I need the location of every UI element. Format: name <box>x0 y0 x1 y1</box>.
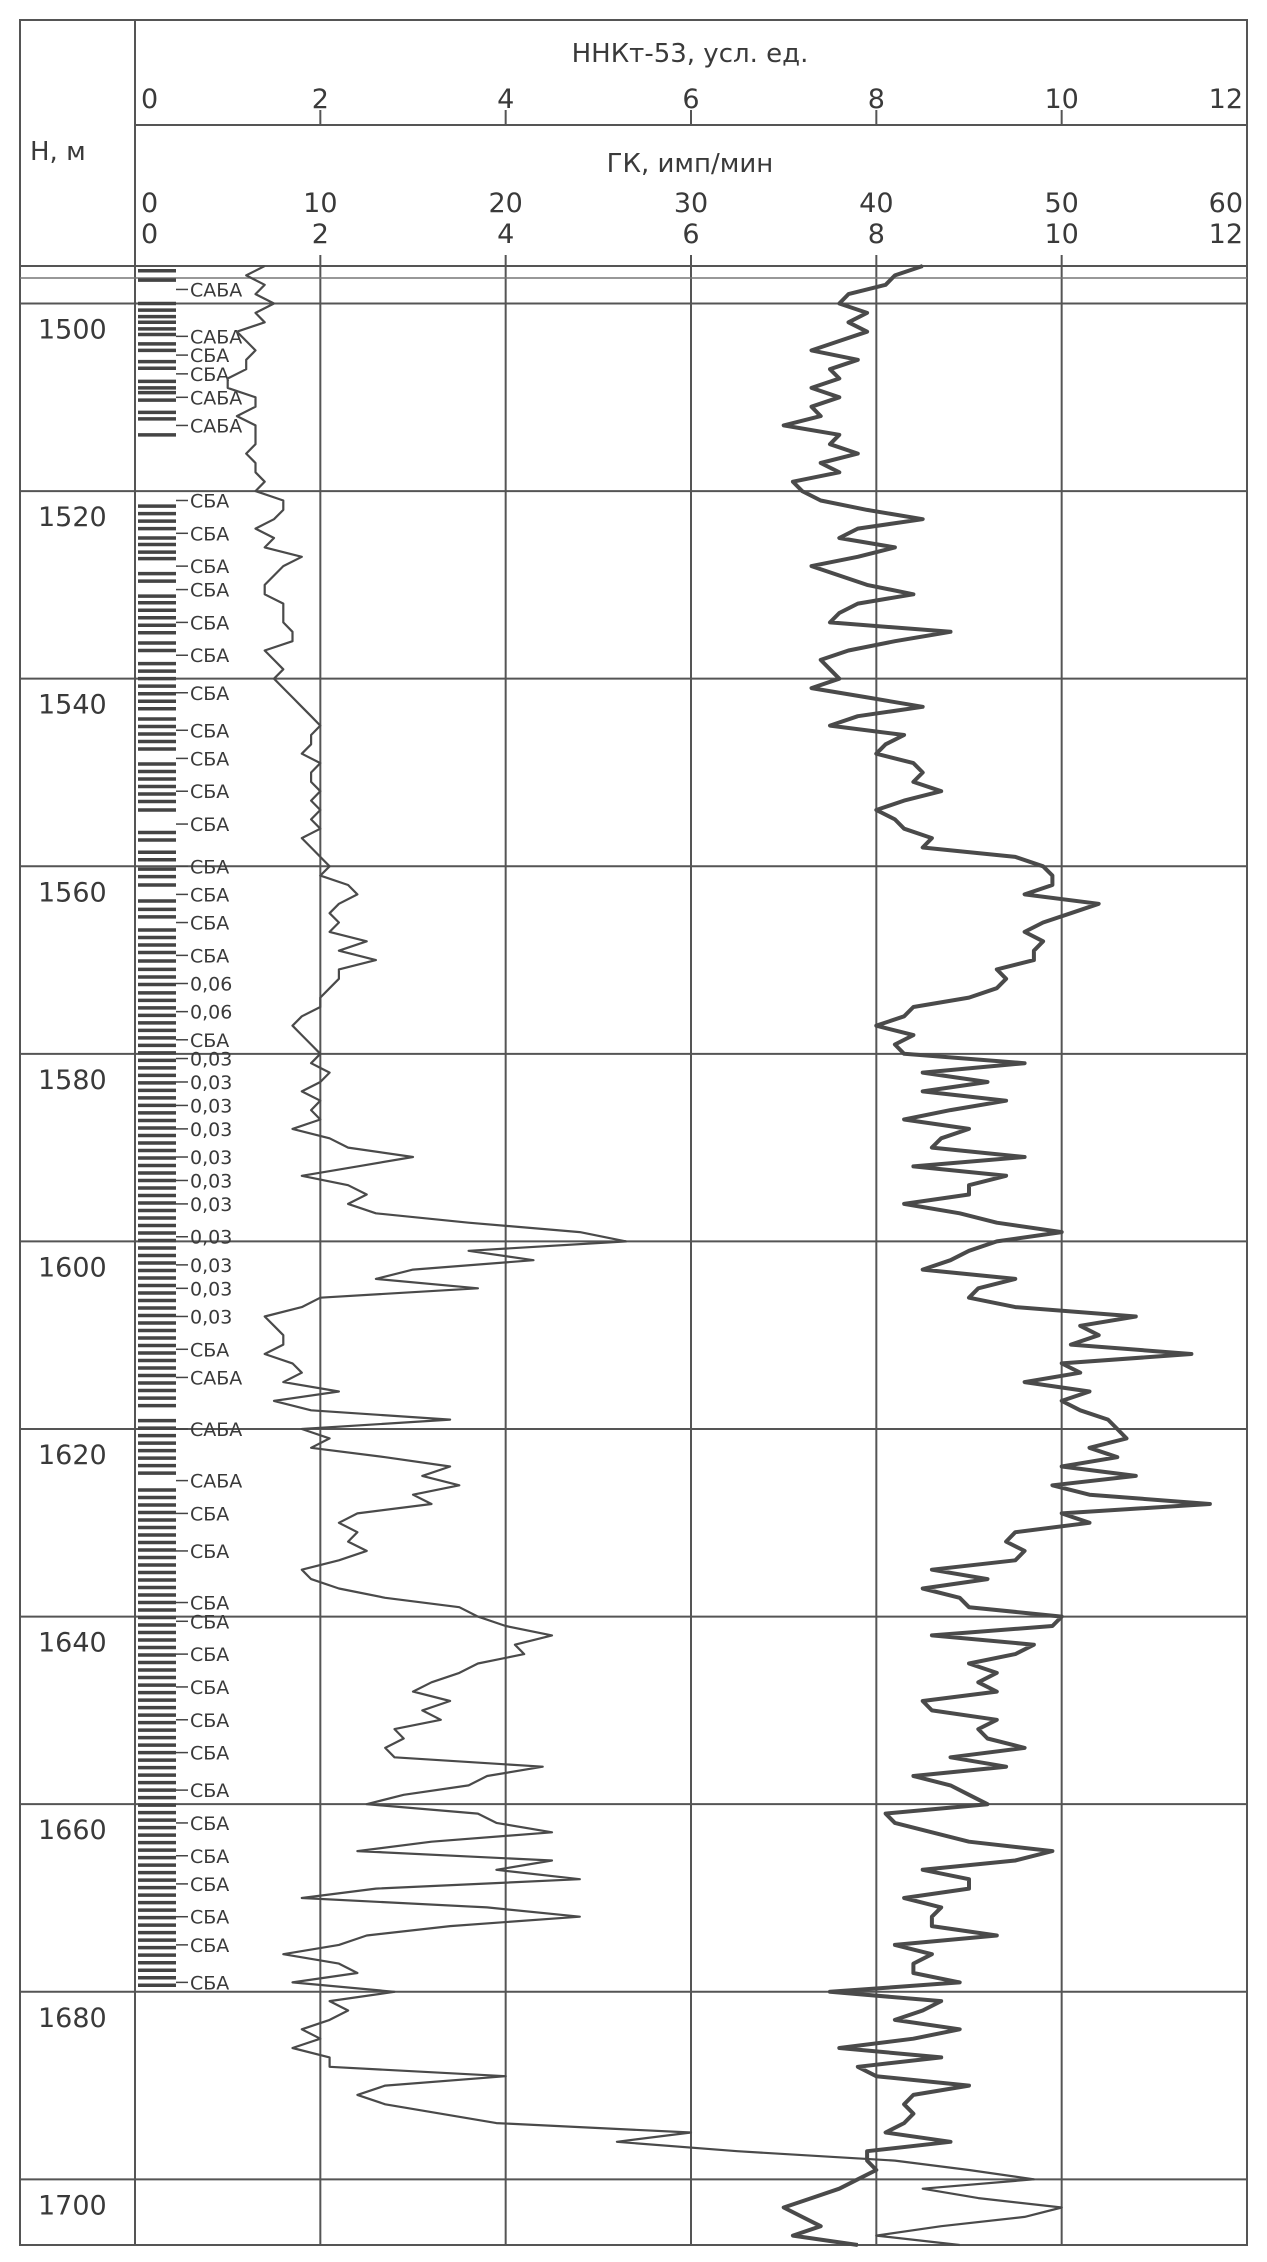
interpretation-label: 0,03 <box>190 1306 232 1328</box>
interpretation-label: СБА <box>190 556 229 578</box>
plot-grid <box>20 110 1248 2245</box>
top-axis-tick-label: 6 <box>682 84 699 115</box>
interpretation-label: СБА <box>190 814 229 836</box>
interpretation-label: САБА <box>190 387 242 409</box>
second-axis-tick-label: 20 <box>488 188 522 219</box>
interpretation-label: СБА <box>190 884 229 906</box>
interpretation-label: 0,03 <box>190 1278 232 1300</box>
interpretation-label: 0,03 <box>190 1227 232 1249</box>
interpretation-label: СБА <box>190 1339 229 1361</box>
second-axis-tick-label: 10 <box>303 188 337 219</box>
interpretation-label: СБА <box>190 364 229 386</box>
second-axis-alt-tick-label: 6 <box>682 219 699 250</box>
interpretation-label: СБА <box>190 1780 229 1802</box>
interpretation-label: 0,03 <box>190 1194 232 1216</box>
interpretation-label: СБА <box>190 1644 229 1666</box>
depth-axis-label: H, м <box>30 137 86 167</box>
interpretation-label: СБА <box>190 523 229 545</box>
interpretation-label: СБА <box>190 1710 229 1732</box>
depth-tick-label: 1620 <box>38 1440 107 1471</box>
interpretation-label: СБА <box>190 1935 229 1957</box>
log-curves <box>226 264 1212 2247</box>
interpretation-label: СБА <box>190 683 229 705</box>
second-axis-tick-label: 0 <box>141 188 158 219</box>
interpretation-label: СБА <box>190 1503 229 1525</box>
depth-tick-label: 1660 <box>38 1815 107 1846</box>
interpretation-label: СБА <box>190 913 229 935</box>
interpretation-label: 0,03 <box>190 1119 232 1141</box>
depth-tick-label: 1580 <box>38 1065 107 1096</box>
interpretation-label: САБА <box>190 279 242 301</box>
interpretation-label: САБА <box>190 1367 242 1389</box>
interpretation-label: САБА <box>190 415 242 437</box>
interpretation-label: СБА <box>190 645 229 667</box>
top-axis-tick-label: 8 <box>868 84 885 115</box>
second-axis-tick-label: 60 <box>1209 188 1243 219</box>
second-axis-alt-tick-label: 0 <box>141 219 158 250</box>
interpretation-label: СБА <box>190 490 229 512</box>
depth-tick-label: 1640 <box>38 1628 107 1659</box>
interpretation-label: СБА <box>190 1541 229 1563</box>
interpretation-label: СБА <box>190 1743 229 1765</box>
interpretation-label: СБА <box>190 720 229 742</box>
interpretation-labels: САБАСАБАСБАСБАСАБАСАБАСБАСБАСБАСБАСБАСБА… <box>176 279 242 1994</box>
depth-tick-labels: 1500 1520 1540 1560 1580 1600 1620 1640 1660 1680… <box>38 315 107 2222</box>
depth-tick-label: 1520 <box>38 502 107 533</box>
interpretation-label: 0,03 <box>190 1072 232 1094</box>
gk-curve-line <box>781 264 1212 2247</box>
interpretation-label: СБА <box>190 612 229 634</box>
depth-tick-label: 1500 <box>38 315 107 346</box>
interpretation-label: 0,06 <box>190 974 232 996</box>
depth-tick-label: 1600 <box>38 1252 107 1283</box>
interval-ticks <box>138 268 176 1987</box>
outer-frame <box>19 19 1248 2246</box>
top-axis-title: ННКт-53, усл. ед. <box>572 39 809 69</box>
interpretation-label: СБА <box>190 1030 229 1052</box>
top-axis-tick-label: 4 <box>497 84 514 115</box>
depth-tick-label: 1540 <box>38 690 107 721</box>
second-axis-title: ГК, имп/мин <box>607 149 774 179</box>
second-axis-tick-label: 40 <box>859 188 893 219</box>
interpretation-label: СБА <box>190 856 229 878</box>
top-axis-tick-label: 2 <box>312 84 329 115</box>
interpretation-label: 0,03 <box>190 1095 232 1117</box>
interpretation-label: СБА <box>190 1611 229 1633</box>
depth-tick-label: 1680 <box>38 2003 107 2034</box>
second-axis-alt-tick-label: 8 <box>868 219 885 250</box>
interpretation-label: САБА <box>190 1471 242 1493</box>
second-axis-tick-label: 30 <box>674 188 708 219</box>
interpretation-label: САБА <box>190 1419 242 1441</box>
interpretation-label: СБА <box>190 1874 229 1896</box>
interpretation-label: 0,06 <box>190 1002 232 1024</box>
interpretation-label: СБА <box>190 1593 229 1615</box>
depth-tick-label: 1560 <box>38 877 107 908</box>
interpretation-label: СБА <box>190 748 229 770</box>
interpretation-label: 0,03 <box>190 1049 232 1071</box>
interpretation-label: СБА <box>190 1846 229 1868</box>
interpretation-label: СБА <box>190 1813 229 1835</box>
interpretation-label: СБА <box>190 345 229 367</box>
interpretation-label: САБА <box>190 326 242 348</box>
second-axis-alt-tick-label: 2 <box>312 219 329 250</box>
interpretation-label: 0,03 <box>190 1170 232 1192</box>
interpretation-label: 0,03 <box>190 1147 232 1169</box>
depth-tick-label: 1700 <box>38 2190 107 2221</box>
nnk-curve-line <box>226 265 1063 2247</box>
second-axis-tick-label: 50 <box>1044 188 1078 219</box>
axis-tick-labels: 0 2 4 6 8 10 12 0 10 20 30 40 50 60 0 2 4 6 8 10 12 <box>141 84 1243 250</box>
interpretation-label: СБА <box>190 1907 229 1929</box>
interpretation-label: СБА <box>190 945 229 967</box>
top-axis-tick-label: 10 <box>1044 84 1078 115</box>
second-axis-alt-tick-label: 4 <box>497 219 514 250</box>
top-axis-tick-label: 12 <box>1209 84 1243 115</box>
second-axis-alt-tick-label: 12 <box>1209 219 1243 250</box>
second-axis-alt-tick-label: 10 <box>1044 219 1078 250</box>
interpretation-label: СБА <box>190 580 229 602</box>
interpretation-label: СБА <box>190 781 229 803</box>
interpretation-label: 0,03 <box>190 1255 232 1277</box>
interpretation-label: СБА <box>190 1972 229 1994</box>
top-axis-tick-label: 0 <box>141 84 158 115</box>
interpretation-label: СБА <box>190 1677 229 1699</box>
